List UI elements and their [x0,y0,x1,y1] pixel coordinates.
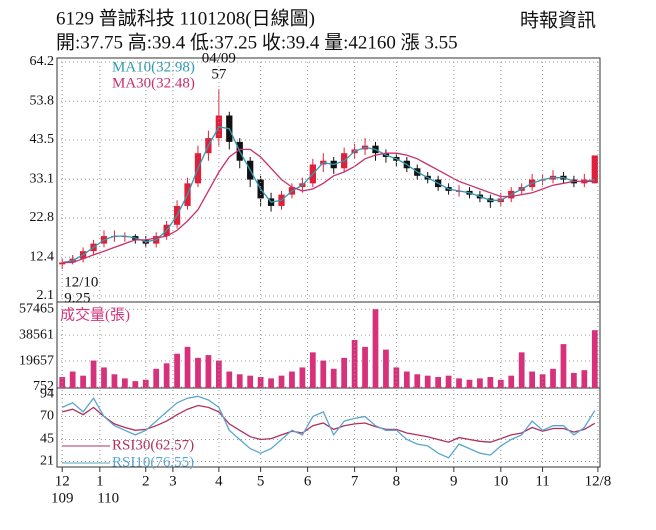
legend-label: MA10(32.98) [112,59,195,75]
volume-bar [435,377,442,388]
y-tick-label: 45 [40,432,54,447]
candle-body [591,155,598,184]
volume-bar [174,353,180,388]
y-tick-label: 22.8 [30,210,55,225]
volume-bar [414,374,421,388]
quote: 開:37.75 高:39.4 低:37.25 收:39.4 量:42160 漲 … [56,31,458,53]
year-label: 109 [51,490,74,506]
y-tick-label: 752 [33,379,54,394]
volume-bar [278,375,285,388]
volume-bar [466,379,473,388]
legend-label: MA30(32.48) [112,75,195,91]
x-tick-label: 1 [96,473,104,489]
volume-bar [403,371,410,388]
volume-bar [163,363,170,388]
volume-bar [330,368,337,388]
volume-bar [184,346,191,388]
annotation: 12/10 [64,274,98,290]
rsi-line [62,404,596,443]
volume-bar [445,375,452,388]
volume-bar [497,379,504,388]
volume-label: 成交量(張) [60,305,130,323]
volume-bar [80,375,86,388]
frame [56,57,601,468]
annotation: 9.25 [64,290,90,306]
volume-bar [456,378,462,388]
volume-bar [529,371,535,388]
x-tick-label: 12 [55,473,70,489]
y-tick-label: 94 [40,387,54,402]
volume-bar [341,357,348,388]
y-tick-label: 64.2 [30,54,55,69]
x-tick-label: 2 [142,473,150,489]
candle-body [59,262,66,265]
y-tick-label: 57465 [19,301,54,316]
volume-bar [132,381,139,388]
y-tick-label: 38561 [19,327,54,342]
y-tick-label: 53.8 [30,93,55,108]
volume-bar [142,379,149,388]
chart-title: 6129 普誠科技 1101208(日線圖) [56,7,315,29]
volume-bar [226,371,233,388]
x-tick-label: 8 [393,473,401,489]
y-tick-label: 70 [40,409,54,424]
x-tick-label: 12/8 [585,473,612,489]
y-tick-label: 19657 [19,353,54,368]
volume-bar [299,367,306,388]
volume-bar [205,355,212,388]
y-tick-label: 21 [40,454,54,469]
x-tick-label: 10 [493,473,508,489]
y-tick-label: 33.1 [30,171,55,186]
volume-bar [362,346,368,388]
y-tick-label: 2.1 [37,288,55,303]
rsi-line [61,395,596,459]
x-tick-label: 6 [304,473,312,489]
volume-bar [320,360,327,388]
volume-bar [111,374,118,388]
legend-label: RSI30(62.57) [112,437,194,453]
volume-bar [289,371,295,388]
volume-bar [550,368,556,388]
volume-bar [487,377,494,388]
y-tick-label: 43.5 [30,132,55,147]
x-tick-label: 9 [450,473,458,489]
volume-bar [236,374,243,388]
volume-bar [424,375,431,388]
x-tick-label: 3 [169,473,177,489]
ma-line [62,148,595,264]
volume-bar [393,367,400,388]
volume-bar [581,370,588,388]
volume-bar [309,352,316,388]
volume-bar [153,368,160,388]
x-tick-label: 5 [257,473,265,489]
year-label: 110 [97,490,119,506]
volume-bar [90,360,97,388]
volume-bar [351,340,358,388]
volume-bar [268,378,274,388]
volume-bar [101,367,107,388]
x-tick-label: 4 [215,473,223,489]
volume-bar [591,330,598,388]
volume-bar [477,378,483,388]
legend-label: RSI10(76.55) [112,454,194,470]
ma-line [62,126,595,264]
x-tick-label: 11 [535,473,549,489]
volume-bar [560,344,567,388]
volume-bar [247,375,254,388]
volume-bar [372,309,379,388]
volume-bar [571,372,577,388]
volume-bar [383,349,389,388]
volume-bar [69,371,76,388]
source: 時報資訊 [520,9,596,31]
volume-bar [539,374,546,388]
volume-bar [508,375,515,388]
x-tick-label: 7 [351,473,359,489]
volume-bar [195,357,201,388]
y-tick-label: 12.4 [30,249,55,264]
volume-bar [518,352,525,388]
volume-bar [122,378,128,388]
